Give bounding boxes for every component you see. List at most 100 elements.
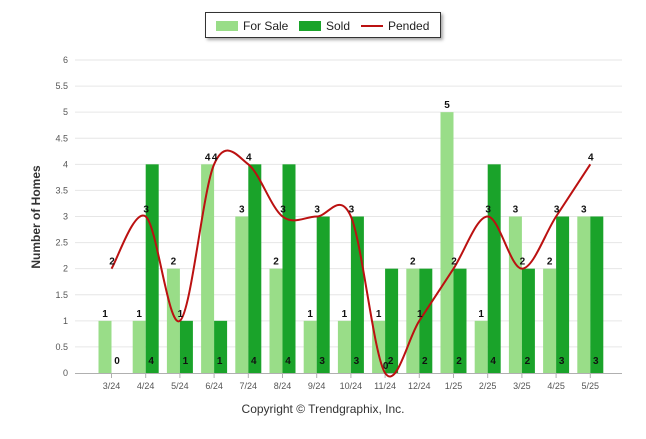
bar-for-sale-9/24	[303, 320, 317, 373]
label-sold-11/24: 2	[388, 356, 394, 367]
x-tick-label-11: 2/25	[479, 381, 497, 391]
x-tick-label-8: 11/24	[374, 381, 396, 391]
label-for-sale-11/24: 1	[376, 309, 382, 320]
bar-for-sale-6/24	[201, 164, 215, 373]
x-tick-label-4: 7/24	[240, 381, 258, 391]
bar-sold-7/24	[248, 164, 262, 373]
label-pended-9/24: 3	[314, 205, 320, 216]
label-pended-4/24: 3	[143, 205, 149, 216]
label-for-sale-7/24: 3	[239, 205, 245, 216]
bar-sold-11/24	[385, 268, 399, 373]
legend-line-pended	[361, 25, 383, 27]
bar-for-sale-5/24	[166, 268, 180, 373]
label-for-sale-4/24: 1	[136, 309, 142, 320]
y-axis-title: Number of Homes	[29, 165, 43, 269]
label-pended-6/24: 4	[212, 152, 218, 163]
bar-layer	[98, 112, 604, 374]
label-sold-3/24: 0	[114, 356, 120, 367]
line-pended	[110, 149, 592, 378]
bar-sold-8/24	[282, 164, 296, 373]
y-tick-label-1: 0.5	[55, 342, 68, 352]
label-sold-8/24: 4	[285, 356, 291, 367]
label-pended-4/25: 3	[554, 205, 560, 216]
y-tick-label-8: 4	[63, 159, 68, 169]
y-tick-label-0: 0	[63, 368, 68, 378]
bar-for-sale-10/24	[337, 320, 351, 373]
label-sold-5/25: 3	[593, 356, 599, 367]
label-pended-12/24: 1	[417, 309, 423, 320]
label-pended-11/24: 0	[383, 361, 389, 372]
bar-sold-2/25	[487, 164, 501, 373]
x-tick-label-14: 5/25	[582, 381, 600, 391]
y-tick-label-3: 1.5	[55, 290, 68, 300]
label-sold-10/24: 3	[354, 356, 360, 367]
label-pended-10/24: 3	[349, 205, 355, 216]
label-for-sale-8/24: 2	[273, 257, 279, 268]
label-for-sale-10/24: 1	[342, 309, 348, 320]
x-tick-label-10: 1/25	[445, 381, 463, 391]
y-tick-label-6: 3	[63, 212, 68, 222]
y-tick-label-7: 3.5	[55, 185, 68, 195]
bar-sold-1/25	[453, 268, 467, 373]
bar-sold-4/24	[145, 164, 159, 373]
label-sold-2/25: 4	[490, 356, 496, 367]
bar-for-sale-2/25	[474, 320, 488, 373]
bar-sold-5/25	[590, 216, 604, 373]
copyright-text: Copyright © Trendgraphix, Inc.	[241, 402, 405, 416]
grid-layer	[75, 59, 622, 348]
legend-swatch-sold	[299, 21, 321, 31]
label-for-sale-6/24: 4	[205, 152, 211, 163]
bar-for-sale-3/24	[98, 320, 112, 373]
x-tick-label-9: 12/24	[408, 381, 431, 391]
legend-swatch-for-sale	[216, 21, 238, 31]
label-pended-8/24: 3	[280, 205, 286, 216]
label-sold-7/24: 4	[251, 356, 257, 367]
y-tick-label-5: 2.5	[55, 238, 68, 248]
label-for-sale-3/25: 3	[513, 205, 519, 216]
label-sold-1/25: 2	[456, 356, 462, 367]
label-sold-9/24: 3	[319, 356, 325, 367]
x-tick-label-0: 3/24	[103, 381, 121, 391]
legend-label-sold: Sold	[326, 19, 351, 33]
x-tick-label-12: 3/25	[513, 381, 531, 391]
label-sold-4/24: 4	[148, 356, 154, 367]
label-sold-5/24: 1	[183, 356, 189, 367]
label-sold-4/25: 3	[559, 356, 565, 367]
x-tick-label-1: 4/24	[137, 381, 155, 391]
bar-for-sale-5/25	[577, 216, 591, 373]
label-sold-6/24: 1	[217, 356, 223, 367]
bar-for-sale-1/25	[440, 112, 454, 374]
label-for-sale-5/25: 3	[581, 205, 587, 216]
label-pended-3/25: 2	[520, 257, 526, 268]
bar-sold-3/25	[521, 268, 535, 373]
label-for-sale-12/24: 2	[410, 257, 416, 268]
bar-for-sale-8/24	[269, 268, 283, 373]
y-tick-label-12: 6	[63, 55, 68, 65]
x-tick-label-5: 8/24	[274, 381, 292, 391]
axis-layer: 0 0.5 1 1.5 2 2.5 3 3.5 4 4.5 5 5.5 6 3/24 4/24 5/24 6/2…	[55, 55, 622, 391]
label-pended-5/25: 4	[588, 152, 594, 163]
x-tick-label-7: 10/24	[340, 381, 363, 391]
y-tick-label-11: 5.5	[55, 81, 68, 91]
bar-sold-9/24	[316, 216, 330, 373]
bar-sold-4/25	[556, 216, 570, 373]
bar-for-sale-4/25	[543, 268, 557, 373]
x-tick-label-3: 6/24	[205, 381, 223, 391]
line-layer	[110, 149, 592, 378]
label-for-sale-3/24: 1	[102, 309, 108, 320]
bar-sold-6/24	[214, 320, 228, 373]
bar-for-sale-12/24	[406, 268, 420, 373]
legend-label-for-sale: For Sale	[243, 19, 289, 33]
label-sold-3/25: 2	[525, 356, 531, 367]
label-for-sale-5/24: 2	[171, 257, 177, 268]
label-sold-12/24: 2	[422, 356, 428, 367]
bar-sold-12/24	[419, 268, 433, 373]
bar-for-sale-7/24	[235, 216, 249, 373]
label-pended-5/24: 1	[178, 309, 184, 320]
bar-for-sale-4/24	[132, 320, 146, 373]
label-for-sale-2/25: 1	[478, 309, 484, 320]
y-tick-label-4: 2	[63, 264, 68, 274]
